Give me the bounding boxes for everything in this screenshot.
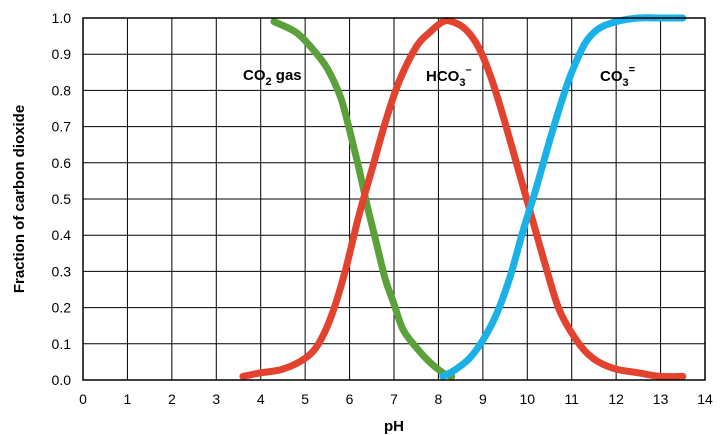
y-tick-label: 0.6 — [52, 155, 72, 171]
series-label-co3-main: CO — [600, 68, 623, 85]
plot-frame — [82, 17, 706, 381]
y-tick-label: 1.0 — [52, 10, 72, 26]
series-label-co3: CO3= — [600, 64, 635, 89]
x-tick-label: 7 — [390, 391, 398, 407]
series-label-hco3-sup: – — [465, 64, 471, 76]
series-line-co3 — [439, 14, 687, 380]
series-label-co3-sub: 3 — [623, 77, 629, 89]
x-tick-label: 13 — [653, 391, 669, 407]
x-tick-label: 3 — [212, 391, 220, 407]
y-tick-label: 0.1 — [52, 336, 72, 352]
y-tick-label: 0.2 — [52, 300, 72, 316]
series-line-co2-gas — [270, 18, 456, 380]
series-label-co2-main: CO — [243, 67, 266, 84]
y-tick-label: 0.8 — [52, 82, 72, 98]
series-label-hco3-sub: 3 — [459, 77, 465, 89]
x-tick-label: 9 — [479, 391, 487, 407]
x-tick-label: 11 — [564, 391, 579, 407]
series-lines — [239, 14, 687, 381]
x-tick-label: 1 — [124, 391, 132, 407]
x-tick-label: 14 — [697, 391, 713, 407]
x-tick-label: 6 — [346, 391, 354, 407]
x-tick-label: 0 — [79, 391, 87, 407]
y-tick-label: 0.5 — [52, 191, 72, 207]
series-label-hco3-main: HCO — [426, 68, 460, 85]
series-label-hco3: HCO3– — [426, 64, 472, 89]
series-label-co2-gas: CO2 gas — [243, 67, 302, 88]
x-tick-label: 4 — [257, 391, 265, 407]
y-ticks: 0.0 0.1 0.2 0.3 0.4 0.5 0.6 0.7 0.8 0.9 1.0 — [52, 10, 72, 388]
y-tick-label: 0.0 — [52, 372, 72, 388]
y-tick-label: 0.9 — [52, 46, 72, 62]
x-axis-label: pH — [384, 418, 404, 435]
x-tick-label: 2 — [168, 391, 176, 407]
x-tick-label: 12 — [608, 391, 624, 407]
x-tick-label: 8 — [435, 391, 443, 407]
series-line-hco3 — [239, 16, 687, 381]
x-tick-label: 5 — [301, 391, 309, 407]
y-axis-label: Fraction of carbon dioxide — [11, 105, 28, 293]
y-tick-label: 0.3 — [52, 263, 72, 279]
series-label-co3-sup: = — [629, 64, 635, 76]
series-label-co2-sub: 2 — [266, 76, 272, 88]
x-tick-label: 10 — [519, 391, 535, 407]
series-label-co2-tail: gas — [272, 67, 302, 84]
y-tick-label: 0.7 — [52, 119, 72, 135]
y-tick-label: 0.4 — [52, 227, 72, 243]
x-ticks: 0 1 2 3 4 5 6 7 8 9 10 11 12 13 14 — [79, 391, 713, 407]
